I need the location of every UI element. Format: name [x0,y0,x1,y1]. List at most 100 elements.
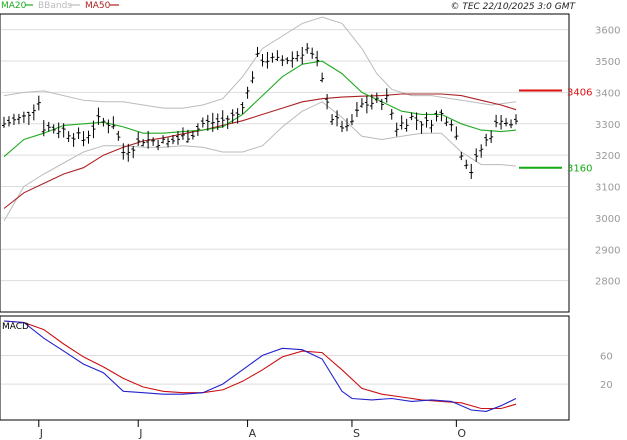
ohlc-bar [509,119,514,129]
ohlc-bar [61,123,66,138]
ohlc-bar [459,151,464,161]
ohlc-bar [51,124,56,134]
ohlc-bar [250,71,255,84]
ohlc-bar [479,144,484,158]
ohlc-bar [280,55,285,67]
ohlc-bar [106,119,111,134]
ohlc-bar [171,134,176,145]
ohlc-bar [81,131,86,147]
ohlc-bar [21,111,26,123]
ohlc-bar [200,117,205,128]
ohlc-bar [180,127,185,140]
ohlc-bar [31,104,36,121]
macd-signal-line [3,320,517,410]
ohlc-bar [444,117,449,127]
ohlc-bar [374,92,379,104]
ohlc-bar [384,88,389,103]
ohlc-bars [2,43,518,179]
ohlc-bar [101,117,106,127]
ohlc-bar [489,130,494,143]
ohlc-bar [111,116,116,130]
ohlc-bar [295,50,300,62]
ohlc-bar [265,51,270,69]
ohlc-bar [195,123,200,136]
bollinger-bands [3,16,517,222]
ohlc-bar [325,94,330,110]
ohlc-bar [26,111,31,125]
price-y-tick-label: 3000 [595,214,620,225]
ohlc-bar [46,121,51,132]
ohlc-bar [305,43,310,54]
ohlc-bar [76,127,81,139]
ohlc-bar [379,98,384,111]
ohlc-bar [71,133,76,147]
ohlc-bar [389,108,394,120]
ohlc-bar [56,122,61,139]
ma20-line [3,60,517,158]
macd-lines [3,320,517,412]
ohlc-bar [136,131,141,146]
x-tick-label: J [39,427,43,440]
ohlc-bar [121,143,126,160]
ohlc-bar [300,46,305,65]
price-y-tick-label: 3600 [595,26,620,37]
ohlc-bar [240,101,245,114]
price-y-axis: 2800 2900 3000 3100 3200 3300 3400 3500 3600 [595,26,620,288]
price-legend: MA20 BBands MA50 [1,1,119,11]
macd-y-tick-label: 20 [600,380,613,391]
ohlc-bar [2,116,6,128]
ohlc-bar [205,114,210,131]
ohlc-bar [16,113,21,125]
ohlc-bar [464,159,469,169]
ohlc-bar [419,121,424,134]
macd-grid [1,354,568,385]
bbands-lower-line [3,101,517,222]
support-resistance-levels: 3406 3160 [519,88,592,175]
legend-ma50-label: MA50 [85,1,111,11]
ohlc-bar [215,113,220,131]
price-y-tick-label: 2800 [595,277,620,288]
ohlc-bar [96,107,101,125]
ohlc-bar [414,112,419,131]
price-y-tick-label: 3200 [595,151,620,162]
ohlc-bar [11,113,16,125]
x-tick-label: S [353,427,360,440]
ohlc-bar [255,46,260,57]
ohlc-bar [349,114,354,126]
bbands-upper-line [3,16,517,109]
ohlc-bar [220,110,225,128]
copyright-text: © TEC 22/10/2025 3:0 GMT [450,2,576,12]
price-y-tick-label: 3500 [595,57,620,68]
ohlc-bar [235,108,240,124]
ohlc-bar [210,112,215,132]
ohlc-bar [166,137,171,148]
x-tick-label: A [249,427,257,440]
ohlc-bar [394,122,399,137]
ohlc-bar [131,146,136,159]
macd-line [3,320,517,412]
ohlc-bar [36,95,41,111]
ohlc-bar [474,148,479,162]
ohlc-bar [126,143,131,162]
support-level-label: 3160 [567,164,592,175]
legend-ma20-label: MA20 [1,1,27,11]
ohlc-bar [285,57,290,65]
ohlc-bar [161,135,166,144]
ohlc-bar [449,119,454,132]
ohlc-bar [494,114,499,128]
ohlc-bar [320,72,325,83]
ohlc-bar [91,120,96,139]
ohlc-bar [340,120,345,133]
ohlc-bar [484,133,489,147]
ohlc-bar [429,119,434,133]
price-y-tick-label: 3100 [595,183,620,194]
ohlc-bar [310,47,315,59]
x-tick-label: O [457,427,466,440]
ohlc-bar [404,118,409,132]
macd-y-tick-label: 60 [600,351,613,362]
ohlc-bar [439,109,444,122]
ohlc-bar [364,95,369,114]
ohlc-bar [146,130,151,149]
